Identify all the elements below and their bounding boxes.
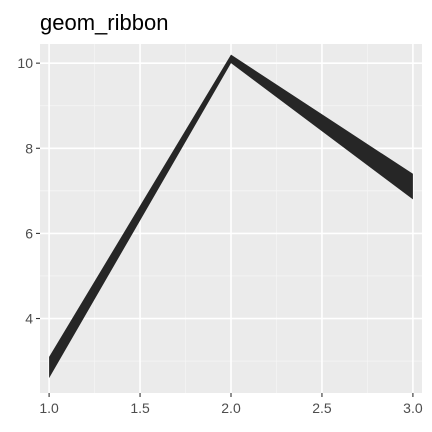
y-tick-label: 8: [25, 140, 33, 156]
x-tick-label: 1.5: [130, 400, 150, 416]
x-tick-label: 3.0: [403, 400, 423, 416]
x-axis: 1.0 1.5 2.0 2.5 3.0: [39, 393, 422, 416]
x-tick-label: 2.5: [312, 400, 332, 416]
x-tick-label: 1.0: [39, 400, 59, 416]
y-tick-label: 4: [25, 311, 33, 327]
y-tick-label: 10: [17, 55, 33, 71]
x-tick-label: 2.0: [221, 400, 241, 416]
y-tick-label: 6: [25, 225, 33, 241]
chart-title: geom_ribbon: [40, 10, 168, 35]
y-axis: 4 6 8 10: [17, 55, 40, 326]
